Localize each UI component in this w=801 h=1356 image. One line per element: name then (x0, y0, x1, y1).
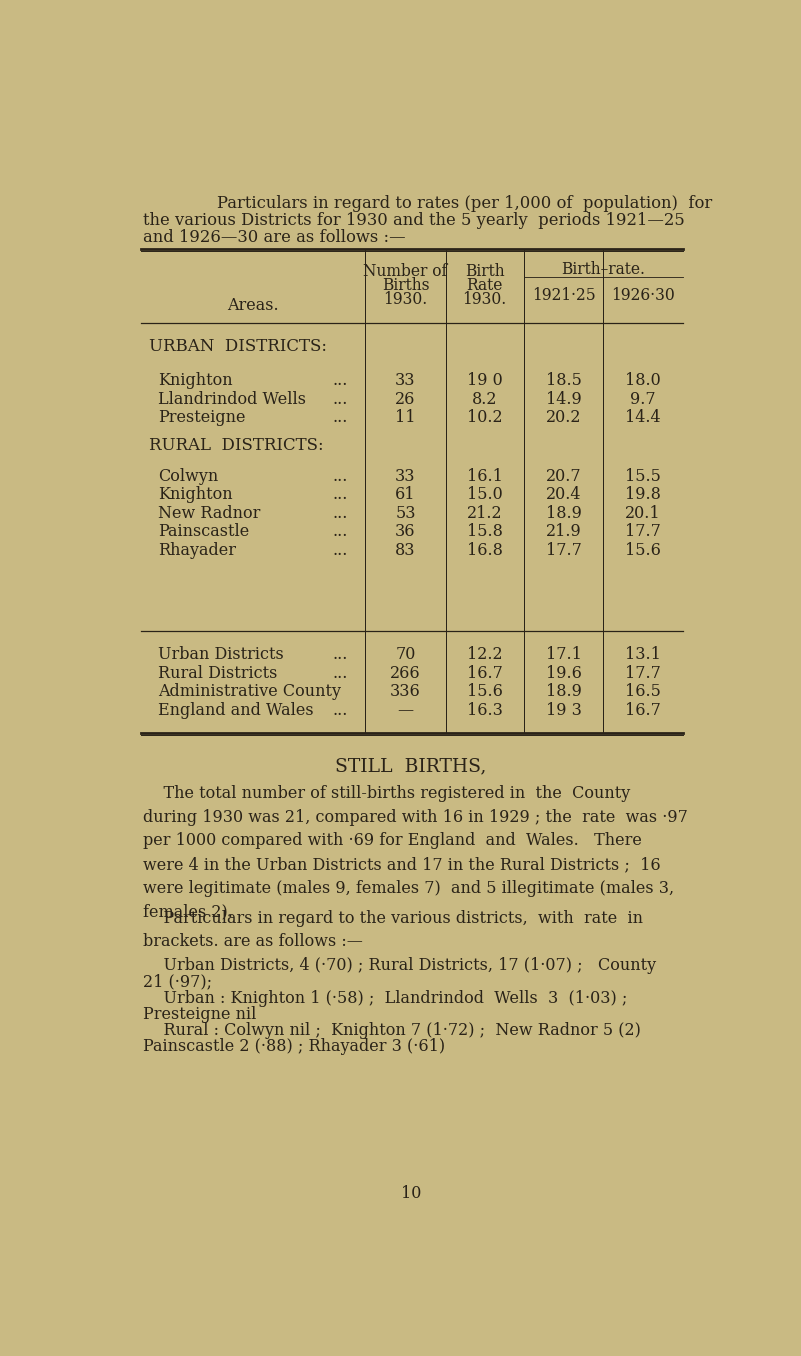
Text: Colwyn: Colwyn (159, 468, 219, 484)
Text: 15.0: 15.0 (467, 485, 502, 503)
Text: ...: ... (332, 664, 348, 682)
Text: —: — (397, 701, 413, 719)
Text: The total number of still-births registered in  the  County
during 1930 was 21, : The total number of still-births registe… (143, 785, 687, 921)
Text: 16.8: 16.8 (467, 541, 502, 559)
Text: Presteigne: Presteigne (159, 410, 246, 426)
Text: 70: 70 (395, 647, 416, 663)
Text: RURAL  DISTRICTS:: RURAL DISTRICTS: (149, 437, 324, 454)
Text: ...: ... (332, 541, 348, 559)
Text: Number of: Number of (364, 263, 448, 279)
Text: Rhayader: Rhayader (159, 541, 236, 559)
Text: 336: 336 (390, 683, 421, 700)
Text: 16.5: 16.5 (625, 683, 661, 700)
Text: Birth–rate.: Birth–rate. (562, 262, 646, 278)
Text: 16.1: 16.1 (467, 468, 502, 484)
Text: 8.2: 8.2 (472, 391, 497, 408)
Text: 10: 10 (400, 1185, 421, 1203)
Text: 20.7: 20.7 (545, 468, 582, 484)
Text: ...: ... (332, 468, 348, 484)
Text: 1926·30: 1926·30 (610, 287, 674, 305)
Text: 19.8: 19.8 (625, 485, 661, 503)
Text: ...: ... (332, 504, 348, 522)
Text: 18.0: 18.0 (625, 372, 661, 389)
Text: 17.7: 17.7 (625, 523, 661, 540)
Text: 15.6: 15.6 (625, 541, 661, 559)
Text: the various Districts for 1930 and the 5 yearly  periods 1921—25: the various Districts for 1930 and the 5… (143, 212, 685, 229)
Text: ...: ... (332, 647, 348, 663)
Text: 15.5: 15.5 (625, 468, 661, 484)
Text: Rate: Rate (466, 277, 503, 294)
Text: Presteigne nil: Presteigne nil (143, 1006, 256, 1022)
Text: 21.9: 21.9 (545, 523, 582, 540)
Text: 20.1: 20.1 (625, 504, 661, 522)
Text: 61: 61 (395, 485, 416, 503)
Text: England and Wales: England and Wales (159, 701, 314, 719)
Text: Birth: Birth (465, 263, 505, 279)
Text: Urban : Knighton 1 (·58) ;  Llandrindod  Wells  3  (1·03) ;: Urban : Knighton 1 (·58) ; Llandrindod W… (143, 990, 627, 1006)
Text: 19 0: 19 0 (467, 372, 502, 389)
Text: Painscastle: Painscastle (159, 523, 249, 540)
Text: 18.5: 18.5 (545, 372, 582, 389)
Text: 18.9: 18.9 (545, 683, 582, 700)
Text: 13.1: 13.1 (625, 647, 661, 663)
Text: ...: ... (332, 372, 348, 389)
Text: 16.3: 16.3 (467, 701, 502, 719)
Text: 18.9: 18.9 (545, 504, 582, 522)
Text: 12.2: 12.2 (467, 647, 502, 663)
Text: Painscastle 2 (·88) ; Rhayader 3 (·61): Painscastle 2 (·88) ; Rhayader 3 (·61) (143, 1039, 445, 1055)
Text: 17.7: 17.7 (625, 664, 661, 682)
Text: 21.2: 21.2 (467, 504, 502, 522)
Text: 1930.: 1930. (384, 290, 428, 308)
Text: 19.6: 19.6 (545, 664, 582, 682)
Text: 33: 33 (395, 372, 416, 389)
Text: Areas.: Areas. (227, 297, 279, 315)
Text: and 1926—30 are as follows :—: and 1926—30 are as follows :— (143, 229, 405, 245)
Text: 16.7: 16.7 (467, 664, 502, 682)
Text: 20.4: 20.4 (545, 485, 582, 503)
Text: Administrative County: Administrative County (159, 683, 341, 700)
Text: Rural : Colwyn nil ;  Knighton 7 (1·72) ;  New Radnor 5 (2): Rural : Colwyn nil ; Knighton 7 (1·72) ;… (143, 1022, 641, 1039)
Text: Llandrindod Wells: Llandrindod Wells (159, 391, 306, 408)
Text: 14.9: 14.9 (545, 391, 582, 408)
Text: 20.2: 20.2 (545, 410, 582, 426)
Text: 53: 53 (395, 504, 416, 522)
Text: 16.7: 16.7 (625, 701, 661, 719)
Text: 83: 83 (395, 541, 416, 559)
Text: ...: ... (332, 485, 348, 503)
Text: Knighton: Knighton (159, 485, 233, 503)
Text: ...: ... (332, 410, 348, 426)
Text: 36: 36 (395, 523, 416, 540)
Text: 11: 11 (395, 410, 416, 426)
Text: ...: ... (332, 523, 348, 540)
Text: 10.2: 10.2 (467, 410, 502, 426)
Text: Knighton: Knighton (159, 372, 233, 389)
Text: 266: 266 (390, 664, 421, 682)
Text: 15.6: 15.6 (467, 683, 502, 700)
Text: 21 (·97);: 21 (·97); (143, 974, 212, 990)
Text: Urban Districts: Urban Districts (159, 647, 284, 663)
Text: STILL  BIRTHS,: STILL BIRTHS, (335, 757, 486, 776)
Text: New Radnor: New Radnor (159, 504, 260, 522)
Text: 15.8: 15.8 (467, 523, 502, 540)
Text: 33: 33 (395, 468, 416, 484)
Text: 1930.: 1930. (462, 290, 507, 308)
Text: 26: 26 (395, 391, 416, 408)
Text: 19 3: 19 3 (545, 701, 582, 719)
Text: 14.4: 14.4 (625, 410, 661, 426)
Text: Particulars in regard to rates (per 1,000 of  population)  for: Particulars in regard to rates (per 1,00… (175, 195, 713, 212)
Text: 17.1: 17.1 (545, 647, 582, 663)
Text: Rural Districts: Rural Districts (159, 664, 278, 682)
Text: Urban Districts, 4 (·70) ; Rural Districts, 17 (1·07) ;   County: Urban Districts, 4 (·70) ; Rural Distric… (143, 957, 656, 975)
Text: Births: Births (382, 277, 429, 294)
Text: 17.7: 17.7 (545, 541, 582, 559)
Text: 9.7: 9.7 (630, 391, 655, 408)
Text: Particulars in regard to the various districts,  with  rate  in
brackets. are as: Particulars in regard to the various dis… (143, 910, 642, 951)
Text: 1921·25: 1921·25 (532, 287, 595, 305)
Text: ...: ... (332, 391, 348, 408)
Text: ...: ... (332, 701, 348, 719)
Text: URBAN  DISTRICTS:: URBAN DISTRICTS: (149, 338, 327, 355)
